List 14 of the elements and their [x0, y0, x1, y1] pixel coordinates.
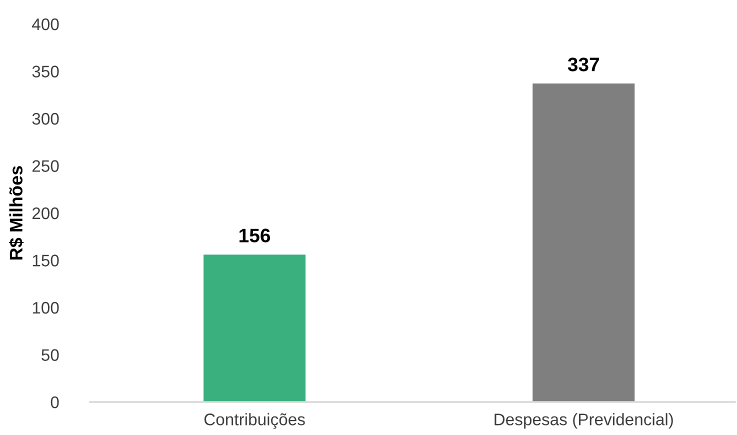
y-tick-label: 200: [32, 207, 59, 220]
y-tick-label: 50: [42, 349, 59, 361]
x-tick-label: Despesas (Previdencial): [494, 413, 673, 429]
y-tick-label: 100: [32, 302, 59, 314]
y-tick-label: 150: [32, 254, 59, 266]
y-tick-label: 350: [32, 66, 59, 78]
data-label: 337: [568, 58, 599, 72]
data-label: 156: [240, 228, 270, 242]
x-tick-label: Contribuições: [204, 413, 305, 429]
y-tick-label: 300: [32, 112, 59, 125]
y-tick-label: 400: [32, 18, 59, 30]
y-tick-label: 250: [32, 160, 59, 172]
y-axis-title: R$ Milhões: [8, 166, 24, 260]
y-tick-label: 0: [50, 396, 59, 408]
